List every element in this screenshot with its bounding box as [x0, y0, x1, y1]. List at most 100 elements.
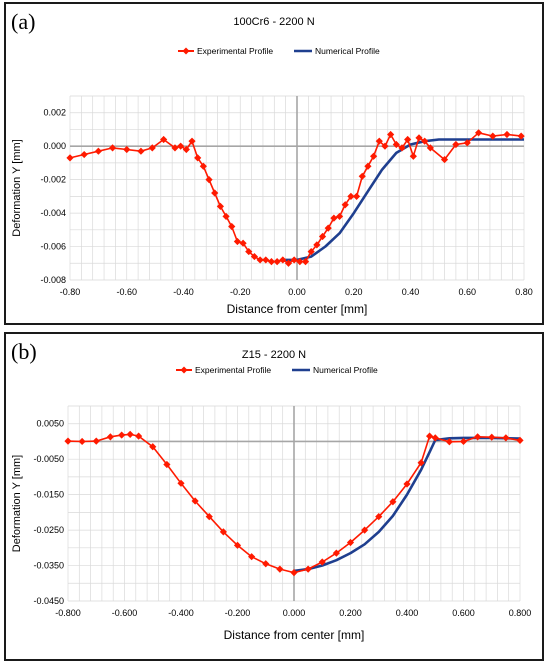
deformation-chart-100cr6: 100Cr6 - 2200 N Experimental Profile Numer… — [11, 16, 533, 316]
data-point-experimental — [404, 135, 412, 144]
data-point-experimental — [488, 433, 496, 441]
x-tick-label: -0.400 — [168, 608, 194, 618]
deformation-chart-z15: Z15 - 2200 N Experimental Profile Numerica… — [11, 349, 532, 642]
data-point-experimental — [219, 528, 227, 536]
data-point-experimental — [318, 232, 327, 241]
data-point-experimental — [463, 139, 471, 147]
data-point-experimental — [106, 433, 114, 441]
legend: Experimental Profile Numerical Profile — [178, 46, 380, 56]
x-tick-label: 0.00 — [288, 287, 306, 297]
data-point-experimental — [284, 259, 293, 267]
y-tick-label: -0.004 — [40, 208, 66, 218]
data-point-experimental — [375, 137, 383, 145]
legend-marker-experimental — [182, 47, 190, 55]
y-tick-label: -0.0150 — [33, 490, 64, 500]
data-point-experimental — [347, 192, 355, 200]
series-line-numerical — [282, 138, 524, 262]
data-point-experimental — [370, 152, 378, 160]
chart-panel-a: (a) 100Cr6 - 2200 N Experimental Profile N… — [4, 2, 544, 325]
data-point-experimental — [489, 132, 497, 140]
x-tick-label: 0.400 — [396, 608, 419, 618]
chart-title: 100Cr6 - 2200 N — [233, 16, 314, 28]
data-point-experimental — [403, 480, 411, 488]
x-tick-label: 0.200 — [339, 608, 362, 618]
x-tick-label: 0.800 — [509, 608, 532, 618]
data-point-experimental — [177, 479, 185, 487]
x-tick-label: -0.600 — [112, 608, 138, 618]
chart-panel-b: (b) Z15 - 2200 N Experimental Profile Nume… — [4, 332, 544, 661]
data-point-experimental — [335, 212, 344, 221]
data-point-experimental — [199, 162, 207, 170]
data-point-experimental — [387, 130, 395, 139]
data-point-experimental — [421, 137, 429, 145]
y-tick-label: -0.002 — [40, 175, 66, 185]
data-point-experimental — [267, 258, 276, 266]
data-point-experimental — [475, 129, 483, 137]
data-point-experimental — [307, 247, 315, 256]
data-point-experimental — [459, 437, 468, 446]
y-axis-label: Deformation Y [mm] — [11, 139, 23, 236]
data-point-experimental — [123, 145, 131, 154]
x-tick-label: 0.80 — [515, 287, 533, 297]
data-point-experimental — [426, 432, 434, 440]
x-tick-label: -0.20 — [230, 287, 251, 297]
x-tick-label: -0.800 — [55, 608, 81, 618]
x-axis-label: Distance from center [mm] — [227, 302, 368, 316]
data-point-experimental — [474, 433, 482, 441]
data-point-experimental — [346, 538, 355, 547]
y-tick-label: -0.0350 — [33, 561, 64, 571]
series-line-experimental — [69, 132, 522, 265]
x-tick-label: 0.40 — [402, 287, 420, 297]
data-point-experimental — [262, 256, 270, 264]
data-point-experimental — [194, 154, 202, 162]
data-point-experimental — [381, 142, 389, 150]
x-tick-label: -0.40 — [173, 287, 194, 297]
data-point-experimental — [332, 549, 340, 557]
data-point-experimental — [445, 438, 453, 446]
data-point-experimental — [177, 142, 185, 150]
data-point-experimental — [517, 132, 525, 140]
data-point-experimental — [92, 437, 100, 445]
data-point-experimental — [364, 162, 372, 170]
legend-label-experimental: Experimental Profile — [195, 365, 271, 375]
x-axis-label: Distance from center [mm] — [224, 628, 365, 642]
data-point-experimental — [503, 130, 511, 139]
y-tick-label: -0.006 — [40, 242, 66, 252]
x-tick-label: -0.60 — [116, 287, 137, 297]
x-tick-label: 0.20 — [345, 287, 363, 297]
data-point-experimental — [398, 144, 406, 152]
data-point-experimental — [239, 239, 247, 247]
data-point-experimental — [228, 222, 236, 231]
data-point-experimental — [233, 541, 242, 549]
legend: Experimental Profile Numerical Profile — [176, 365, 378, 375]
data-point-experimental — [211, 189, 219, 197]
data-point-experimental — [66, 154, 74, 162]
data-point-experimental — [296, 258, 304, 266]
data-point-experimental — [94, 147, 102, 155]
data-point-experimental — [148, 144, 156, 152]
data-point-experimental — [233, 237, 242, 246]
data-point-experimental — [426, 144, 434, 152]
data-point-experimental — [290, 569, 298, 577]
data-point-experimental — [191, 497, 199, 505]
data-point-experimental — [392, 140, 400, 149]
data-point-experimental — [205, 176, 213, 184]
data-point-experimental — [182, 145, 190, 154]
data-point-experimental — [313, 241, 321, 249]
data-point-experimental — [248, 553, 256, 561]
x-tick-label: -0.80 — [60, 287, 81, 297]
x-tick-label: 0.60 — [458, 287, 476, 297]
data-point-experimental — [163, 460, 171, 469]
data-point-experimental — [290, 256, 298, 264]
y-tick-label: -0.0450 — [33, 596, 64, 606]
data-point-experimental — [160, 135, 168, 144]
data-point-experimental — [318, 558, 326, 566]
legend-label-experimental: Experimental Profile — [197, 46, 273, 56]
legend-label-numerical: Numerical Profile — [315, 46, 380, 56]
data-point-experimental — [358, 172, 366, 180]
data-point-experimental — [452, 140, 460, 149]
data-point-experimental — [108, 144, 117, 152]
y-tick-label: 0.000 — [43, 141, 66, 151]
data-point-experimental — [80, 150, 88, 159]
data-point-experimental — [171, 144, 179, 152]
